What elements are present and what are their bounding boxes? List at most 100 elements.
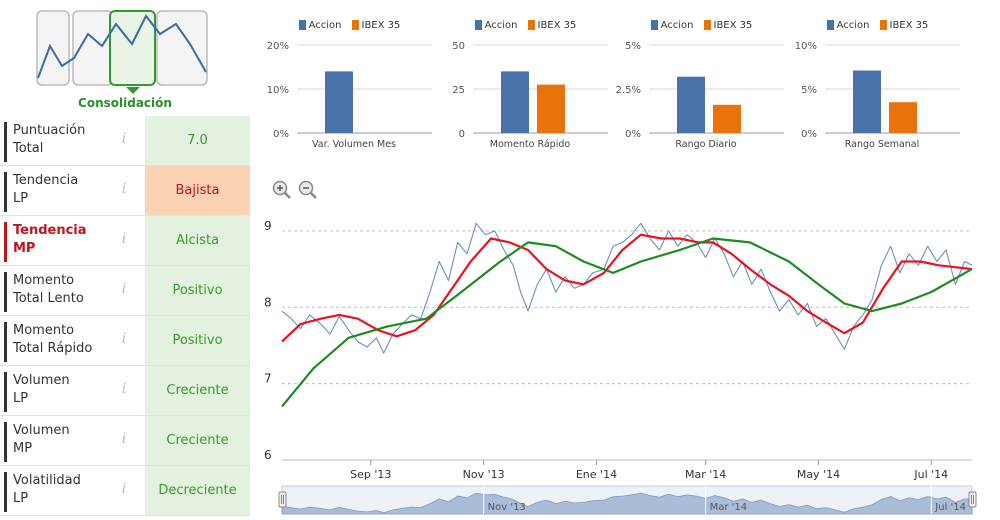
- indicator-label-line1: Tendencia: [13, 173, 79, 188]
- y-tick-label: 7: [264, 372, 272, 386]
- indicator-label: Volumen LP: [4, 372, 114, 412]
- navigator-handle-left[interactable]: [278, 491, 287, 508]
- indicator-label-line2: Total: [13, 141, 44, 156]
- legend-item[interactable]: IBEX 35: [703, 20, 752, 31]
- zoom-out-icon[interactable]: [298, 180, 318, 200]
- legend-label: IBEX 35: [537, 20, 577, 31]
- legend-item[interactable]: IBEX 35: [879, 20, 929, 31]
- bar-accion[interactable]: [677, 76, 705, 133]
- legend-item[interactable]: Accion: [298, 20, 342, 31]
- indicator-label-line1: Volumen: [13, 423, 70, 438]
- mini-bar-chart: Accion IBEX 35 5% 2.5% 0% Rango Diario: [614, 0, 789, 160]
- y-tick-label: 6: [264, 448, 272, 462]
- indicator-label-line2: LP: [13, 391, 29, 406]
- indicator-row: Momento Total Rápido i Positivo: [0, 316, 250, 366]
- x-tick-label: Nov '13: [463, 468, 505, 481]
- info-icon[interactable]: i: [121, 131, 127, 147]
- y-tick-label: 25: [452, 85, 465, 96]
- indicator-panel: Consolidación Puntuación Total i 7.0 Tendenc…: [0, 0, 250, 520]
- x-tick-label: Jul '14: [913, 468, 948, 481]
- legend-label: Accion: [308, 20, 342, 31]
- navigator[interactable]: Nov '13 Mar '14 Jul '14: [278, 485, 977, 515]
- legend-item[interactable]: IBEX 35: [527, 20, 577, 31]
- legend-swatch: [650, 20, 658, 30]
- chart-legend: Accion IBEX 35: [262, 20, 437, 31]
- info-icon[interactable]: i: [121, 331, 127, 347]
- indicator-row: Volatilidad LP i Decreciente: [0, 466, 250, 516]
- info-icon[interactable]: i: [121, 281, 127, 297]
- indicator-row: Volumen MP i Creciente: [0, 416, 250, 466]
- chart-legend: Accion IBEX 35: [438, 20, 613, 31]
- info-icon[interactable]: i: [121, 431, 127, 447]
- indicator-value: Creciente: [145, 416, 250, 465]
- series-line-price[interactable]: [281, 222, 973, 354]
- y-tick-label: 20%: [267, 41, 289, 52]
- series-line-mm-long[interactable]: [281, 237, 973, 408]
- legend-label: Accion: [836, 20, 870, 31]
- info-icon[interactable]: i: [121, 231, 127, 247]
- indicator-value: 7.0: [145, 116, 250, 165]
- navigator-label: Jul '14: [934, 502, 966, 513]
- info-icon[interactable]: i: [121, 181, 127, 197]
- indicator-label-line2: MP: [13, 441, 33, 456]
- consolidation-box: Consolidación: [0, 0, 250, 116]
- y-tick-label: 9: [264, 219, 272, 233]
- bar-ibex[interactable]: [537, 84, 565, 133]
- price-chart-canvas: 9 8 7 6 Sep '13 Nov '13 Ene '14 Mar '14 May '14 J…: [264, 219, 977, 515]
- bar-accion[interactable]: [501, 71, 529, 133]
- indicator-label: Puntuación Total: [4, 122, 114, 162]
- chart-legend: Accion IBEX 35: [614, 20, 789, 31]
- bar-accion[interactable]: [853, 70, 881, 133]
- indicator-label-line2: Total Lento: [13, 291, 84, 306]
- indicator-label: Tendencia MP: [4, 222, 114, 262]
- bar-ibex[interactable]: [889, 102, 917, 133]
- x-tick-label: Sep '13: [350, 468, 391, 481]
- legend-label: IBEX 35: [889, 20, 929, 31]
- legend-swatch: [298, 20, 306, 30]
- legend-swatch: [527, 20, 535, 30]
- y-tick-label: 5%: [625, 41, 641, 52]
- mini-bar-chart-canvas: 5% 2.5% 0% Rango Diario: [616, 41, 784, 150]
- legend-item[interactable]: IBEX 35: [351, 20, 400, 31]
- indicator-label: Momento Total Rápido: [4, 322, 114, 362]
- legend-item[interactable]: Accion: [826, 20, 870, 31]
- category-label: Rango Semanal: [845, 139, 920, 150]
- zoom-in-icon[interactable]: [272, 180, 292, 200]
- consolidation-label: Consolidación: [78, 96, 172, 110]
- indicator-label-line2: LP: [13, 191, 29, 206]
- legend-item[interactable]: Accion: [474, 20, 518, 31]
- y-tick-label: 50: [452, 41, 465, 52]
- category-label: Momento Rápido: [490, 139, 571, 150]
- navigator-handle-right[interactable]: [968, 491, 977, 508]
- indicator-value: Alcista: [145, 216, 250, 265]
- info-icon[interactable]: i: [121, 481, 127, 497]
- y-tick-label: 0%: [625, 129, 641, 140]
- indicator-label-line1: Volumen: [13, 373, 70, 388]
- indicator-label-line2: Total Rápido: [13, 341, 93, 356]
- legend-item[interactable]: Accion: [650, 20, 694, 31]
- price-chart: 9 8 7 6 Sep '13 Nov '13 Ene '14 Mar '14 May '14 J…: [262, 180, 1000, 520]
- y-tick-label: 10%: [795, 41, 817, 52]
- indicator-value: Positivo: [145, 266, 250, 315]
- indicator-row: Volumen LP i Creciente: [0, 366, 250, 416]
- chart-legend: Accion IBEX 35: [790, 20, 965, 31]
- legend-label: Accion: [660, 20, 694, 31]
- y-tick-label: 0%: [273, 129, 289, 140]
- indicator-label: Momento Total Lento: [4, 272, 114, 312]
- x-tick-label: Ene '14: [576, 468, 617, 481]
- y-tick-label: 0: [459, 129, 465, 140]
- info-icon[interactable]: i: [121, 381, 127, 397]
- indicator-row: Puntuación Total i 7.0: [0, 116, 250, 166]
- indicator-label-line1: Puntuación: [13, 123, 86, 138]
- indicator-label-line1: Momento: [13, 273, 75, 288]
- bar-ibex[interactable]: [713, 104, 741, 133]
- bar-accion[interactable]: [325, 71, 353, 133]
- indicator-label-line1: Tendencia: [13, 223, 87, 238]
- series-line-mm-short[interactable]: [281, 233, 973, 343]
- legend-swatch: [703, 20, 711, 30]
- mini-bar-chart-canvas: 20% 10% 0% Var. Volumen Mes: [267, 41, 432, 150]
- mini-bar-chart: Accion IBEX 35 20% 10% 0% Var. Volumen Mes: [262, 0, 437, 160]
- navigator-label: Nov '13: [488, 502, 526, 513]
- y-tick-label: 5%: [801, 85, 817, 96]
- navigator-label: Mar '14: [710, 502, 748, 513]
